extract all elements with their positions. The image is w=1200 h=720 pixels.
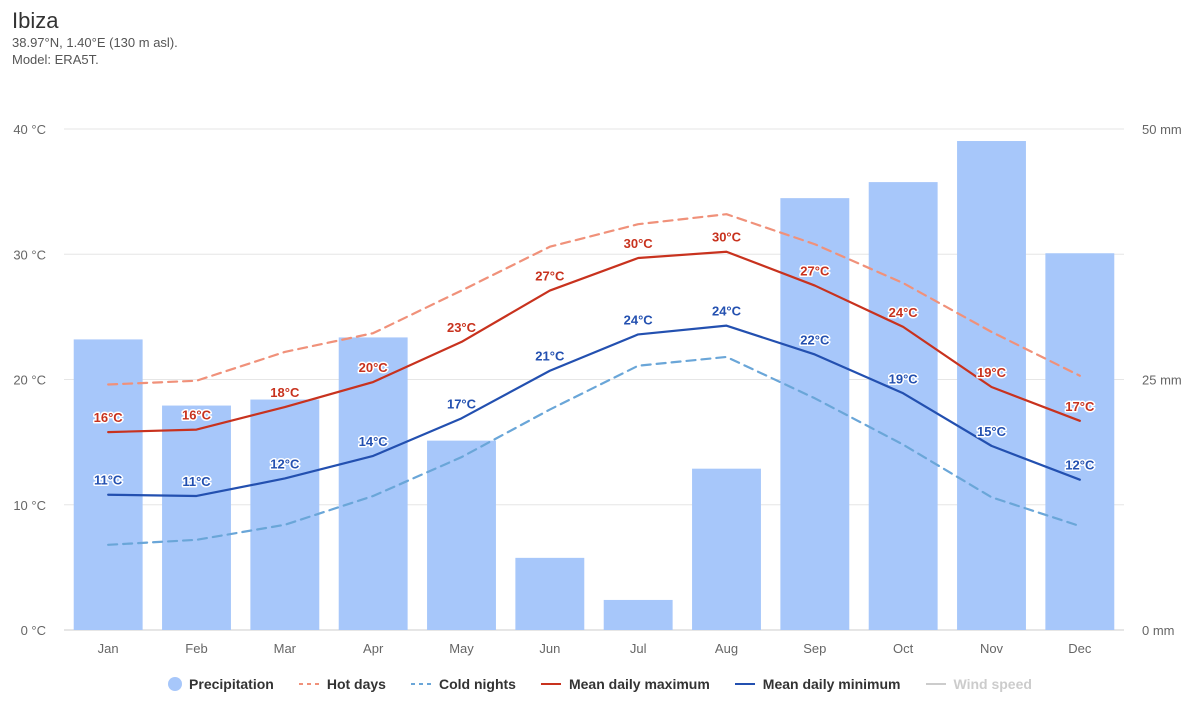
cold-nights-line [107, 355, 1081, 546]
precipitation-bar [427, 440, 496, 630]
mean-daily-minimum-data-label: 11°C [94, 473, 123, 488]
precipitation-bar [868, 182, 938, 630]
mean-daily-maximum-data-label: 24°C [889, 305, 919, 320]
mean-daily-minimum-data-label: 24°C [712, 304, 742, 319]
mean-daily-minimum-line [107, 324, 1081, 498]
mean-daily-minimum-data-label: 12°C [270, 456, 300, 471]
mean-daily-minimum-data-label: 22°C [800, 332, 830, 347]
location-title: Ibiza [12, 8, 59, 33]
x-tick-label: Mar [274, 641, 297, 656]
y-right-tick-label: 0 mm [1142, 623, 1175, 638]
mean-daily-minimum-data-label: 21°C [535, 349, 565, 364]
legend-label: Precipitation [189, 676, 274, 692]
mean-daily-maximum-data-label: 18°C [270, 385, 300, 400]
legend-symbol [168, 677, 183, 691]
precipitation-bar [1045, 253, 1115, 631]
y-left-tick-label: 10 °C [13, 498, 46, 513]
legend-label: Wind speed [953, 676, 1032, 692]
precipitation-bar [250, 399, 320, 630]
chart-legend: Precipitation Hot days Cold nights Mean dai… [0, 676, 1200, 692]
x-tick-label: Apr [363, 641, 384, 656]
legend-label: Mean daily maximum [568, 676, 710, 692]
x-tick-label: Feb [185, 641, 207, 656]
mean-daily-maximum-data-label: 19°C [977, 365, 1007, 380]
mean-daily-minimum-data-label: 17°C [447, 396, 477, 411]
legend-item-mean-min[interactable]: Mean daily minimum [734, 676, 901, 692]
precipitation-bar [338, 337, 408, 630]
mean-daily-minimum-data-label: 15°C [977, 424, 1007, 439]
mean-daily-maximum-data-label: 27°C [535, 269, 565, 284]
x-tick-label: Dec [1068, 641, 1092, 656]
legend-label: Mean daily minimum [762, 676, 901, 692]
x-tick-label: Aug [715, 641, 738, 656]
mean-daily-maximum-data-label: 16°C [94, 410, 124, 425]
precipitation-bar [780, 198, 850, 630]
legend-item-precipitation[interactable]: Precipitation [168, 676, 274, 692]
x-tick-label: Jan [98, 641, 119, 656]
mean-daily-maximum-data-label: 30°C [712, 230, 742, 245]
y-left-tick-label: 30 °C [13, 247, 46, 262]
legend-item-cold-nights[interactable]: Cold nights [410, 676, 516, 692]
mean-daily-maximum-data-label: 27°C [800, 264, 830, 279]
hot-days-line [107, 213, 1081, 386]
legend-symbol [540, 683, 561, 685]
legend-symbol [734, 683, 755, 685]
x-tick-label: May [449, 641, 474, 656]
legend-item-hot-days[interactable]: Hot days [298, 676, 386, 692]
y-right-tick-label: 25 mm [1142, 373, 1182, 388]
precipitation-bar [515, 557, 585, 630]
mean-daily-maximum-data-label: 20°C [359, 360, 389, 375]
mean-daily-minimum-data-label: 12°C [1065, 458, 1095, 473]
precipitation-bar [162, 405, 231, 630]
x-tick-label: Sep [803, 641, 826, 656]
mean-daily-maximum-line [107, 250, 1081, 434]
precipitation-bar [957, 141, 1026, 631]
legend-label: Cold nights [438, 676, 516, 692]
chart-header: Ibiza 38.97°N, 1.40°E (130 m asl). Model… [12, 8, 178, 68]
precipitation-bar [73, 339, 143, 630]
mean-daily-minimum-data-label: 24°C [624, 312, 654, 327]
legend-item-mean-max[interactable]: Mean daily maximum [540, 676, 710, 692]
precipitation-bar [692, 468, 761, 630]
x-tick-label: Jul [630, 641, 647, 656]
y-left-tick-label: 40 °C [13, 122, 46, 137]
coordinates-text: 38.97°N, 1.40°E (130 m asl). [12, 35, 178, 50]
mean-daily-minimum-data-label: 14°C [359, 434, 389, 449]
legend-item-wind[interactable]: Wind speed [925, 676, 1032, 692]
legend-symbol [410, 683, 431, 685]
precipitation-bar [603, 599, 673, 630]
model-text: Model: ERA5T. [12, 52, 99, 67]
y-right-tick-label: 50 mm [1142, 122, 1182, 137]
mean-daily-maximum-data-label: 30°C [624, 236, 654, 251]
mean-daily-minimum-data-label: 11°C [182, 474, 211, 489]
y-left-tick-label: 20 °C [13, 373, 46, 388]
legend-symbol [298, 683, 319, 685]
x-tick-label: Nov [980, 641, 1004, 656]
mean-daily-maximum-data-label: 16°C [182, 408, 212, 423]
mean-daily-maximum-data-label: 17°C [1065, 399, 1095, 414]
mean-daily-minimum-data-label: 19°C [889, 371, 919, 386]
mean-daily-maximum-data-label: 23°C [447, 320, 477, 335]
y-left-tick-label: 0 °C [21, 623, 46, 638]
legend-label: Hot days [326, 676, 386, 692]
x-tick-label: Jun [539, 641, 560, 656]
legend-symbol [925, 683, 946, 685]
x-tick-label: Oct [893, 641, 914, 656]
